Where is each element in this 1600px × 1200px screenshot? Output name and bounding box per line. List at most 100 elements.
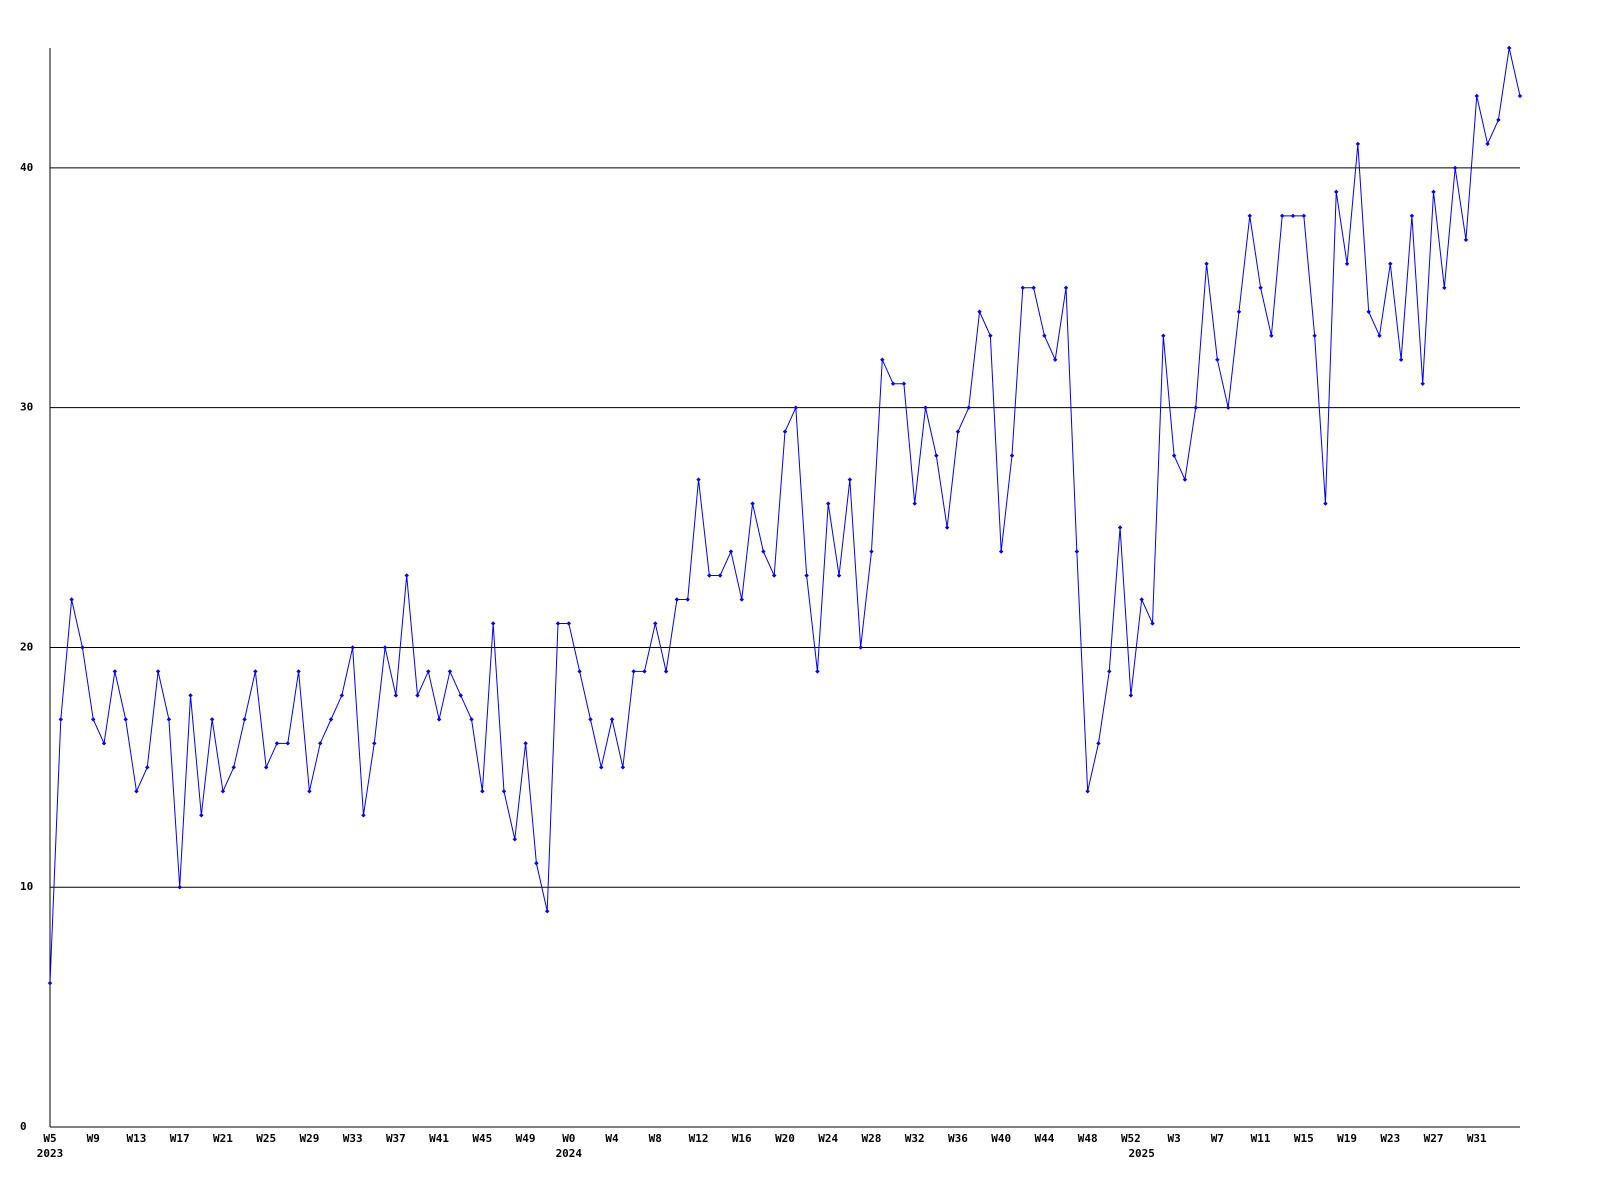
data-point bbox=[1377, 333, 1382, 338]
data-point bbox=[642, 669, 647, 674]
data-point bbox=[761, 549, 766, 554]
data-point bbox=[880, 357, 885, 362]
x-tick-label: W4 bbox=[605, 1132, 619, 1145]
data-point bbox=[1485, 141, 1490, 147]
data-point bbox=[988, 333, 993, 338]
data-point bbox=[782, 429, 788, 434]
data-point bbox=[934, 453, 939, 458]
data-point bbox=[1312, 333, 1317, 338]
x-tick-label: W0 bbox=[562, 1132, 575, 1145]
data-point bbox=[112, 669, 118, 674]
data-point bbox=[415, 693, 420, 698]
data-point bbox=[1107, 669, 1112, 674]
x-tick-label: W37 bbox=[386, 1132, 406, 1145]
data-point bbox=[1171, 453, 1177, 458]
data-point bbox=[242, 717, 247, 722]
x-tick-label: W36 bbox=[948, 1132, 968, 1145]
x-tick-label: W20 bbox=[775, 1132, 795, 1145]
data-point bbox=[1150, 621, 1155, 626]
data-point bbox=[739, 597, 744, 602]
data-point bbox=[663, 669, 669, 674]
data-point bbox=[382, 645, 388, 650]
data-point bbox=[318, 741, 323, 746]
data-point bbox=[912, 501, 917, 506]
data-point bbox=[134, 789, 139, 794]
data-point bbox=[566, 621, 572, 626]
data-point bbox=[577, 669, 582, 674]
x-tick-label: W19 bbox=[1337, 1132, 1357, 1145]
x-tick-label: W16 bbox=[732, 1132, 752, 1145]
data-point bbox=[523, 741, 528, 746]
y-tick-label: 0 bbox=[20, 1120, 27, 1133]
data-point bbox=[609, 717, 615, 722]
data-point bbox=[1452, 165, 1458, 171]
x-year-label: 2024 bbox=[556, 1147, 583, 1160]
data-point bbox=[944, 525, 950, 530]
data-point bbox=[1225, 405, 1231, 410]
data-point bbox=[1009, 453, 1015, 458]
x-tick-label: W17 bbox=[170, 1132, 190, 1145]
x-tick-label: W40 bbox=[991, 1132, 1011, 1145]
data-point bbox=[123, 717, 128, 722]
data-point bbox=[328, 717, 334, 722]
x-tick-label: W15 bbox=[1294, 1132, 1314, 1145]
data-point bbox=[209, 717, 215, 722]
data-point bbox=[555, 621, 561, 626]
x-tick-label: W29 bbox=[299, 1132, 319, 1145]
data-point bbox=[1420, 381, 1425, 386]
data-point bbox=[1085, 789, 1090, 794]
data-point bbox=[58, 717, 64, 722]
data-point bbox=[447, 669, 453, 674]
data-point bbox=[1020, 285, 1025, 290]
x-tick-label: W27 bbox=[1424, 1132, 1444, 1145]
x-tick-label: W13 bbox=[127, 1132, 147, 1145]
data-point bbox=[1031, 285, 1036, 290]
data-point bbox=[815, 669, 820, 674]
data-point bbox=[253, 669, 258, 674]
data-point bbox=[685, 597, 690, 602]
data-point bbox=[1074, 549, 1080, 554]
x-tick-label: W7 bbox=[1211, 1132, 1224, 1145]
data-point bbox=[631, 669, 636, 674]
y-tick-label: 30 bbox=[20, 401, 33, 414]
data-point bbox=[1474, 93, 1479, 99]
x-tick-label: W3 bbox=[1167, 1132, 1180, 1145]
x-tick-label: W21 bbox=[213, 1132, 233, 1145]
data-point bbox=[372, 741, 377, 746]
data-point bbox=[534, 861, 539, 866]
data-point bbox=[901, 381, 907, 386]
data-point bbox=[307, 789, 312, 794]
data-point bbox=[1247, 213, 1252, 219]
data-point bbox=[955, 429, 961, 434]
data-point bbox=[69, 597, 74, 602]
data-point bbox=[1506, 45, 1512, 51]
data-point bbox=[1301, 213, 1307, 219]
data-point bbox=[1215, 357, 1220, 362]
data-point bbox=[512, 837, 517, 842]
x-tick-label: W52 bbox=[1121, 1132, 1141, 1145]
data-point bbox=[47, 980, 53, 986]
data-point bbox=[1204, 261, 1209, 266]
data-point bbox=[1280, 213, 1285, 219]
y-tick-label: 40 bbox=[20, 161, 33, 174]
data-line bbox=[49, 47, 1521, 984]
data-point bbox=[231, 765, 236, 770]
data-point bbox=[545, 909, 550, 914]
data-point bbox=[1117, 525, 1123, 530]
data-point bbox=[923, 405, 928, 410]
data-point bbox=[436, 717, 442, 722]
x-tick-label: W33 bbox=[343, 1132, 363, 1145]
data-point bbox=[750, 501, 755, 506]
data-point bbox=[296, 669, 301, 674]
x-tick-label: W44 bbox=[1034, 1132, 1054, 1145]
data-point bbox=[1388, 261, 1393, 266]
data-point bbox=[1323, 501, 1328, 506]
y-tick-label: 10 bbox=[20, 880, 33, 893]
data-point bbox=[458, 693, 463, 698]
data-point bbox=[588, 717, 593, 722]
data-point bbox=[1431, 189, 1436, 195]
x-tick-label: W24 bbox=[818, 1132, 838, 1145]
data-point bbox=[199, 813, 204, 818]
data-point bbox=[1042, 333, 1047, 338]
